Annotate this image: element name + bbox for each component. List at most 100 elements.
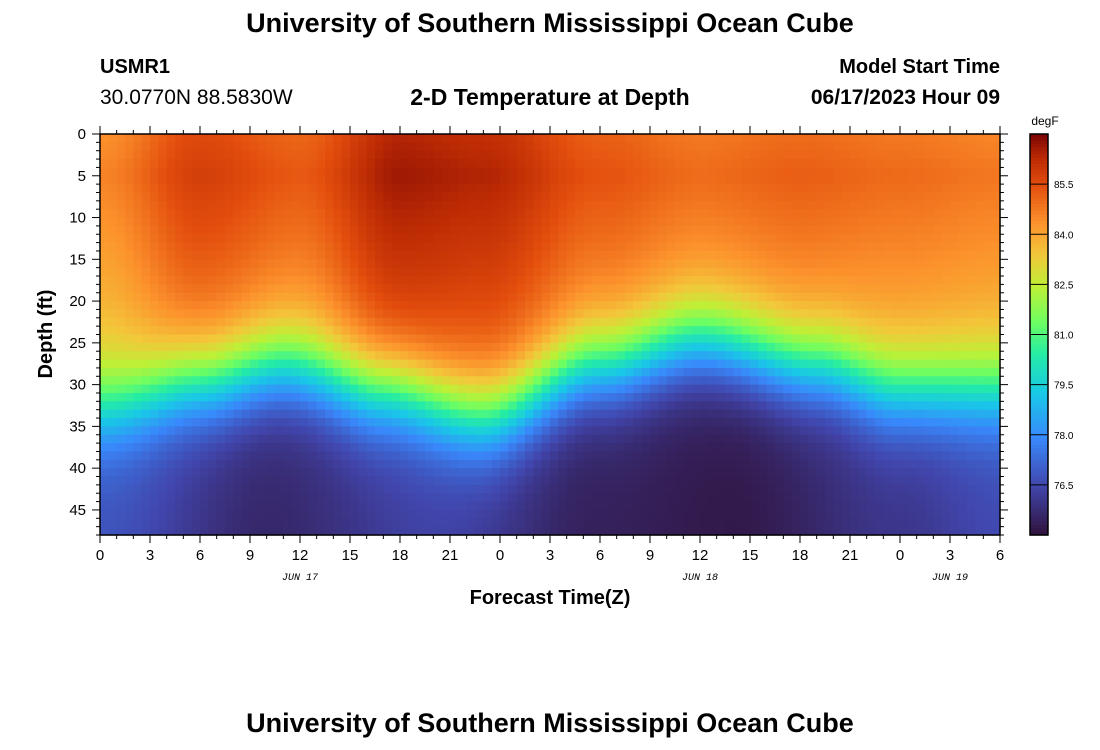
heatmap-cell: [416, 392, 426, 402]
heatmap-cell: [900, 359, 909, 369]
heatmap-cell: [575, 434, 584, 444]
heatmap-cell: [200, 250, 209, 260]
heatmap-cell: [183, 209, 193, 219]
heatmap-cell: [275, 150, 284, 160]
heatmap-cell: [133, 150, 143, 160]
heatmap-cell: [133, 426, 143, 436]
heatmap-cell: [775, 384, 784, 394]
heatmap-cell: [808, 317, 818, 327]
heatmap-cell: [958, 242, 968, 252]
heatmap-cell: [708, 434, 718, 444]
heatmap-cell: [833, 367, 843, 377]
heatmap-cell: [608, 359, 618, 369]
heatmap-cell: [191, 267, 201, 277]
heatmap-cell: [641, 384, 651, 394]
heatmap-cell: [700, 418, 709, 427]
heatmap-cell: [475, 301, 484, 311]
heatmap-cell: [825, 134, 834, 143]
heatmap-cell: [366, 175, 376, 185]
heatmap-cell: [175, 468, 184, 478]
heatmap-cell: [450, 509, 459, 519]
heatmap-cell: [491, 334, 501, 344]
heatmap-cell: [783, 200, 793, 210]
heatmap-cell: [483, 367, 493, 377]
heatmap-cell: [916, 501, 926, 511]
heatmap-cell: [550, 259, 559, 269]
heatmap-cell: [725, 150, 734, 160]
heatmap-cell: [491, 518, 501, 528]
heatmap-cell: [308, 518, 318, 528]
heatmap-cell: [241, 392, 251, 402]
heatmap-cell: [591, 234, 601, 244]
heatmap-cell: [391, 259, 401, 269]
heatmap-cell: [633, 292, 643, 302]
heatmap-cell: [425, 359, 434, 369]
heatmap-cell: [383, 200, 393, 210]
heatmap-cell: [441, 250, 451, 260]
heatmap-cell: [166, 443, 176, 453]
heatmap-cell: [383, 526, 393, 536]
heatmap-cell: [566, 292, 576, 302]
heatmap-cell: [583, 418, 593, 427]
heatmap-cell: [941, 384, 951, 394]
heatmap-cell: [950, 367, 959, 377]
heatmap-cell: [183, 250, 193, 260]
heatmap-cell: [150, 209, 159, 219]
heatmap-cell: [783, 501, 793, 511]
heatmap-cell: [291, 401, 301, 411]
heatmap-cell: [600, 292, 609, 302]
heatmap-cell: [825, 509, 834, 519]
heatmap-cell: [875, 418, 884, 427]
heatmap-cell: [758, 476, 768, 486]
heatmap-cell: [116, 142, 126, 152]
heatmap-cell: [108, 426, 118, 436]
heatmap-cell: [300, 250, 309, 260]
heatmap-cell: [866, 242, 876, 252]
heatmap-cell: [650, 142, 659, 152]
heatmap-cell: [141, 459, 151, 469]
heatmap-cell: [725, 518, 734, 528]
heatmap-cell: [133, 334, 143, 344]
heatmap-cell: [633, 301, 643, 311]
heatmap-cell: [791, 259, 801, 269]
heatmap-cell: [575, 459, 584, 469]
heatmap-cell: [141, 509, 151, 519]
heatmap-cell: [166, 476, 176, 486]
heatmap-cell: [116, 242, 126, 252]
heatmap-cell: [258, 301, 268, 311]
heatmap-cell: [916, 384, 926, 394]
heatmap-cell: [950, 150, 959, 160]
heatmap-cell: [616, 367, 626, 377]
heatmap-cell: [425, 451, 434, 461]
heatmap-cell: [900, 150, 909, 160]
heatmap-cell: [791, 301, 801, 311]
heatmap-cell: [725, 443, 734, 453]
heatmap-cell: [108, 284, 118, 294]
heatmap-cell: [883, 150, 893, 160]
heatmap-cell: [866, 376, 876, 386]
heatmap-cell: [575, 184, 584, 194]
heatmap-cell: [850, 409, 859, 419]
heatmap-cell: [150, 242, 159, 252]
heatmap-cell: [133, 401, 143, 411]
heatmap-cell: [658, 309, 668, 319]
heatmap-cell: [108, 451, 118, 461]
heatmap-cell: [875, 351, 884, 361]
heatmap-cell: [125, 526, 134, 536]
heatmap-cell: [791, 326, 801, 336]
heatmap-cell: [133, 501, 143, 511]
heatmap-cell: [450, 367, 459, 377]
heatmap-cell: [941, 334, 951, 344]
heatmap-cell: [116, 526, 126, 536]
heatmap-cell: [858, 434, 868, 444]
heatmap-cell: [291, 334, 301, 344]
heatmap-cell: [183, 150, 193, 160]
heatmap-cell: [508, 392, 518, 402]
heatmap-cell: [833, 384, 843, 394]
heatmap-cell: [750, 192, 759, 202]
heatmap-cell: [933, 309, 943, 319]
heatmap-cell: [325, 317, 334, 327]
heatmap-cell: [575, 134, 584, 143]
heatmap-cell: [741, 142, 751, 152]
heatmap-cell: [783, 142, 793, 152]
